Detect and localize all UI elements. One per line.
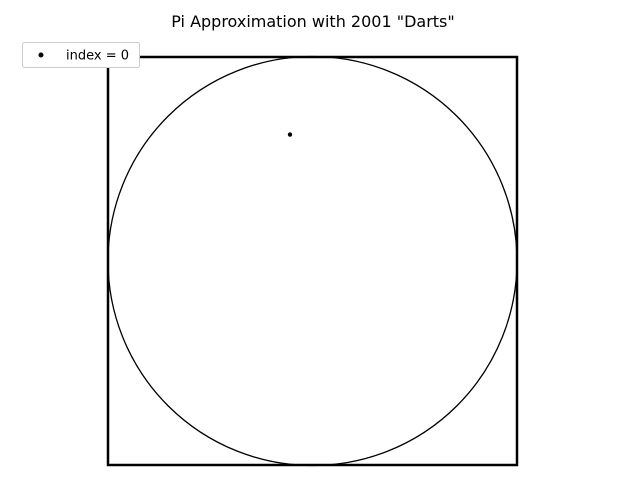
chart-title: Pi Approximation with 2001 "Darts" bbox=[171, 12, 455, 31]
unit-circle bbox=[107, 55, 518, 467]
legend-marker bbox=[38, 52, 44, 58]
legend-box bbox=[22, 42, 140, 68]
legend: index = 0 bbox=[22, 42, 140, 68]
plot-area bbox=[106, 55, 519, 467]
legend-label: index = 0 bbox=[66, 49, 129, 64]
dart-points bbox=[287, 132, 293, 137]
dart-point bbox=[287, 132, 293, 137]
